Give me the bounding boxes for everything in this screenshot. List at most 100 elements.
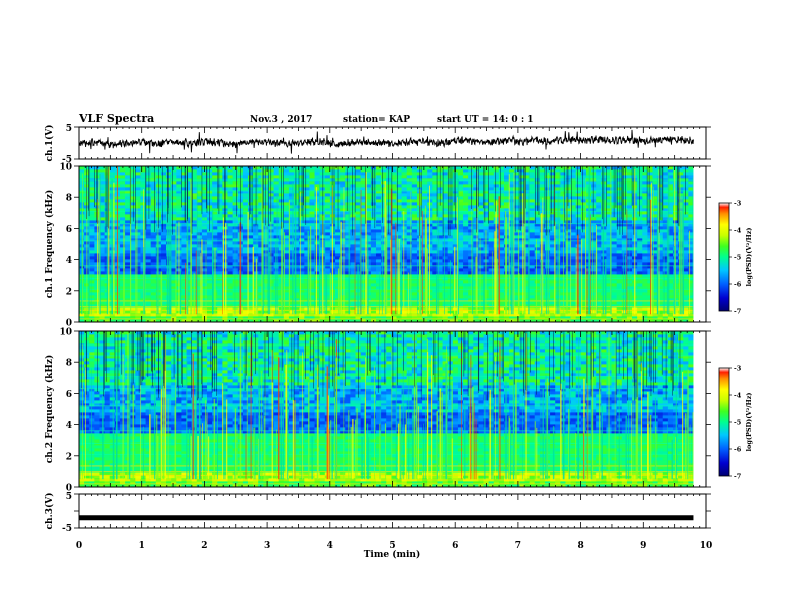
spectrogram-cell <box>411 316 418 320</box>
spectrogram-cell <box>186 307 193 311</box>
spectrogram-cell <box>544 202 551 206</box>
spectrogram-cell <box>247 289 254 293</box>
spectrogram-cell <box>309 238 315 242</box>
spectrogram-cell <box>575 220 582 224</box>
spectrogram-cell <box>478 220 484 224</box>
spectrogram-cell <box>529 298 536 302</box>
spectrogram-cell <box>258 202 264 206</box>
spectrogram-cell <box>181 256 187 260</box>
spectrogram-cell <box>273 271 280 275</box>
spectrogram-cell <box>442 301 449 305</box>
spectrogram-cell <box>140 244 146 248</box>
spectrogram-cell <box>580 259 587 263</box>
spectrogram-cell <box>288 241 295 245</box>
spectrogram-cell <box>468 217 474 221</box>
spectrogram-cell <box>683 214 689 218</box>
spectrogram-cell <box>324 232 331 236</box>
spectrogram-cell <box>560 253 566 257</box>
spectrogram-cell <box>596 292 602 296</box>
spectrogram-cell <box>191 229 198 233</box>
spectrogram-cell <box>370 268 377 272</box>
spectrogram-cell <box>463 268 469 272</box>
spectrogram-cell <box>212 211 218 215</box>
spectrogram-cell <box>253 229 259 233</box>
spectrogram-cell <box>637 241 643 245</box>
spectrogram-cell <box>381 250 387 254</box>
spectrogram-cell <box>637 250 643 254</box>
spectrogram-cell <box>232 268 239 272</box>
spectrogram-cell <box>212 229 218 233</box>
spectrogram-cell <box>355 238 362 242</box>
spectrogram-cell <box>550 268 556 272</box>
spectrogram-cell <box>309 208 315 212</box>
spectrogram-cell <box>544 250 551 254</box>
spectrogram-cell <box>381 238 387 242</box>
spectrogram-cell <box>314 256 321 260</box>
spectrogram-cell <box>488 286 495 290</box>
spectrogram-cell <box>242 226 249 230</box>
spectrogram-cell <box>591 316 597 320</box>
spectrogram-cell <box>437 310 443 314</box>
spectrogram-cell <box>560 265 566 269</box>
spectrogram-cell <box>683 298 689 302</box>
spectrogram-cell <box>442 250 449 254</box>
spectrogram-cell <box>688 286 694 290</box>
spectrogram-cell <box>217 265 223 269</box>
spectrogram-cell <box>524 205 530 209</box>
spectrogram-cell <box>544 214 551 218</box>
spectrogram-cell <box>160 289 167 293</box>
spectrogram-cell <box>580 292 587 296</box>
spectrogram-cell <box>672 208 679 212</box>
spectrogram-cell <box>314 217 321 221</box>
spectrogram-cell <box>529 253 536 257</box>
spectrogram-cell <box>626 316 633 320</box>
spectrogram-cell <box>550 295 556 299</box>
spectrogram-cell <box>401 268 408 272</box>
spectrogram-cell <box>642 295 648 299</box>
spectrogram-cell <box>191 205 198 209</box>
spectrogram-cell <box>591 280 597 284</box>
spectrogram-cell <box>207 208 213 212</box>
spectrogram-cell <box>227 253 234 257</box>
spectrogram-cell <box>130 304 136 308</box>
spectrogram-cell <box>596 214 602 218</box>
spectrogram-cell <box>130 223 136 227</box>
spectrogram-cell <box>263 319 269 322</box>
spectrogram-cell <box>550 307 556 311</box>
spectrogram-cell <box>642 265 648 269</box>
spectrogram-cell <box>340 319 346 322</box>
spectrogram-cell <box>637 208 643 212</box>
spectrogram-cell <box>201 247 208 251</box>
spectrogram-cell <box>99 214 105 218</box>
spectrogram-cell <box>345 256 351 260</box>
spectrogram-cell <box>160 220 167 224</box>
spectrogram-cell <box>375 262 382 266</box>
spectrogram-cell <box>207 235 213 239</box>
spectrogram-cell <box>468 253 474 257</box>
spectrogram-cell <box>140 208 146 212</box>
spectrogram-cell <box>621 256 628 260</box>
spectrogram-cell <box>314 214 321 218</box>
spectrogram-cell <box>99 268 105 272</box>
spectrogram-cell <box>688 229 694 233</box>
spectrogram-cell <box>89 217 95 221</box>
spectrogram-cell <box>662 307 669 311</box>
spectrogram-cell <box>119 247 126 251</box>
spectrogram-cell <box>519 247 525 251</box>
spectrogram-cell <box>273 286 280 290</box>
spectrogram-cell <box>350 214 356 218</box>
spectrogram-cell <box>514 289 520 293</box>
spectrogram-cell <box>119 241 126 245</box>
spectrogram-cell <box>130 256 136 260</box>
spectrogram-cell <box>258 238 264 242</box>
spectrogram-cell <box>606 205 612 209</box>
spectrogram-cell <box>447 319 454 322</box>
spectrogram-cell <box>125 226 131 230</box>
spectrogram-cell <box>401 307 408 311</box>
spectrogram-cell <box>135 265 141 269</box>
spectrogram-cell <box>155 256 162 260</box>
spectrogram-cell <box>191 253 198 257</box>
spectrogram-cell <box>355 232 362 236</box>
spectrogram-cell <box>637 292 643 296</box>
spectrogram-cell <box>683 271 689 275</box>
